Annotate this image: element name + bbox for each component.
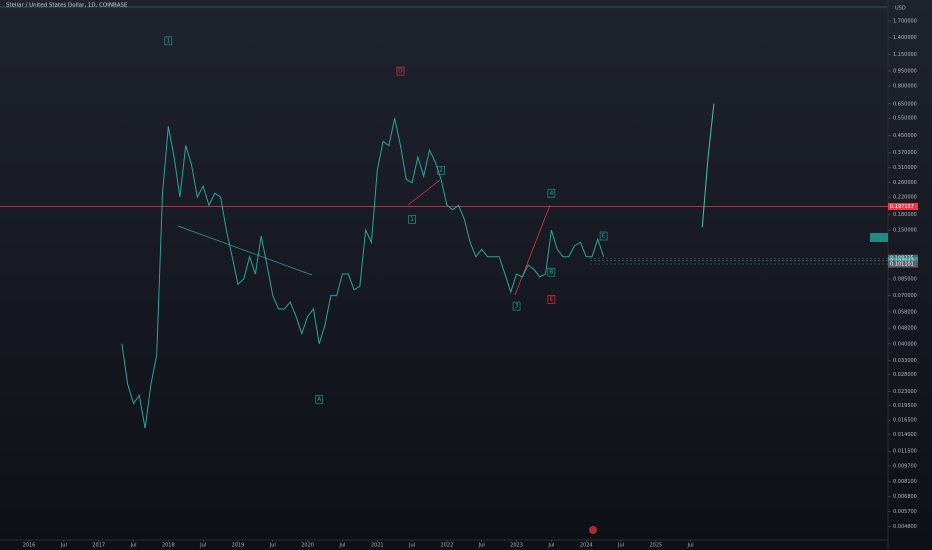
y-tick-label: 0.009700 — [893, 463, 917, 469]
x-tick-label: 2022 — [441, 543, 454, 549]
y-tick-label: 0.370000 — [893, 150, 917, 156]
y-tick-label: 0.005700 — [893, 509, 917, 515]
y-tick-label: 0.016500 — [893, 418, 917, 424]
y-tick-label: 0.006800 — [893, 494, 917, 500]
wave-label: E — [549, 296, 553, 303]
wave-label: 4 — [549, 190, 553, 197]
y-tick-label: 1.150000 — [893, 52, 917, 58]
x-tick-label: 2023 — [510, 543, 523, 549]
wave-label-box — [164, 36, 173, 46]
y-tick-label: 0.070000 — [893, 293, 917, 299]
y-tick-label: 0.800000 — [893, 83, 917, 89]
wave-label: D — [398, 68, 403, 75]
wave-label: 1 — [166, 37, 170, 44]
y-tick-label: 0.040000 — [893, 341, 917, 347]
x-tick-label: 2018 — [162, 543, 175, 549]
y-tick-label: 0.310000 — [893, 165, 917, 171]
wave-label-box — [547, 295, 556, 304]
x-tick-label: 2020 — [301, 543, 314, 549]
x-tick-label: 2024 — [580, 543, 593, 549]
currency-label: USD — [895, 6, 906, 12]
y-tick-label: 0.004800 — [893, 524, 917, 530]
y-tick-label: 1.400000 — [893, 35, 917, 41]
y-tick-label: 0.028000 — [893, 372, 917, 378]
price-label: 0.197157 — [890, 204, 914, 210]
y-tick-label: 0.058000 — [893, 309, 917, 315]
target-box — [870, 233, 888, 242]
wave-label: E — [602, 232, 606, 239]
y-tick-label: 0.011500 — [893, 449, 917, 455]
trendline — [407, 179, 441, 206]
x-tick-label: Jul — [408, 543, 415, 549]
x-tick-label: Jul — [269, 543, 276, 549]
y-tick-label: 0.023000 — [893, 389, 917, 395]
x-tick-label: Jul — [687, 543, 694, 549]
x-tick-label: Jul — [617, 543, 624, 549]
y-tick-label: 0.019500 — [893, 403, 917, 409]
x-tick-label: 2021 — [371, 543, 384, 549]
wave-label-box — [437, 166, 445, 175]
y-tick-label: 0.180000 — [893, 212, 917, 218]
y-tick-label: 0.450000 — [893, 133, 917, 139]
wave-label-box — [512, 301, 521, 311]
y-tick-label: 0.048000 — [893, 326, 917, 332]
chart-title: Stellar / United States Dollar, 1D, COIN… — [6, 3, 128, 9]
x-tick-label: 2016 — [23, 543, 36, 549]
y-tick-label: 0.650000 — [893, 101, 917, 107]
x-tick-label: 2025 — [649, 543, 662, 549]
y-tick-label: 1.700000 — [893, 19, 917, 25]
wave-label: B — [549, 269, 553, 276]
price-label-bg — [888, 203, 918, 211]
trendline — [177, 225, 313, 276]
y-tick-label: 0.950000 — [893, 69, 917, 75]
wave-label: 3 — [515, 303, 519, 310]
x-tick-label: Jul — [547, 543, 554, 549]
wave-label-box — [408, 214, 416, 224]
price-line — [701, 103, 715, 228]
y-tick-label: 0.085000 — [893, 276, 917, 282]
x-tick-label: Jul — [338, 543, 345, 549]
price-label: 0.101101 — [890, 262, 914, 268]
wave-label: A — [317, 396, 322, 403]
x-tick-label: 2017 — [92, 543, 105, 549]
wave-label-box — [315, 395, 324, 404]
wave-label: 1 — [410, 216, 414, 223]
price-label-bg — [888, 260, 918, 268]
y-tick-label: 0.014000 — [893, 432, 917, 438]
y-tick-label: 0.033000 — [893, 358, 917, 364]
event-icon — [589, 526, 597, 534]
wave-label-box — [599, 231, 608, 241]
y-tick-label: 0.008100 — [893, 479, 917, 485]
x-tick-label: Jul — [129, 543, 136, 549]
wave-label-box — [547, 188, 556, 198]
x-tick-label: Jul — [199, 543, 206, 549]
y-tick-label: 0.150000 — [893, 228, 917, 234]
trendline — [514, 204, 551, 296]
x-tick-label: 2019 — [232, 543, 245, 549]
wave-label: 2 — [439, 167, 443, 174]
y-tick-label: 0.220000 — [893, 195, 917, 201]
wave-label-box — [396, 66, 405, 76]
wave-label-box — [547, 267, 556, 277]
price-line — [121, 118, 605, 429]
x-tick-label: Jul — [478, 543, 485, 549]
y-tick-label: 0.550000 — [893, 116, 917, 122]
y-tick-label: 0.260000 — [893, 180, 917, 186]
x-tick-label: Jul — [60, 543, 67, 549]
